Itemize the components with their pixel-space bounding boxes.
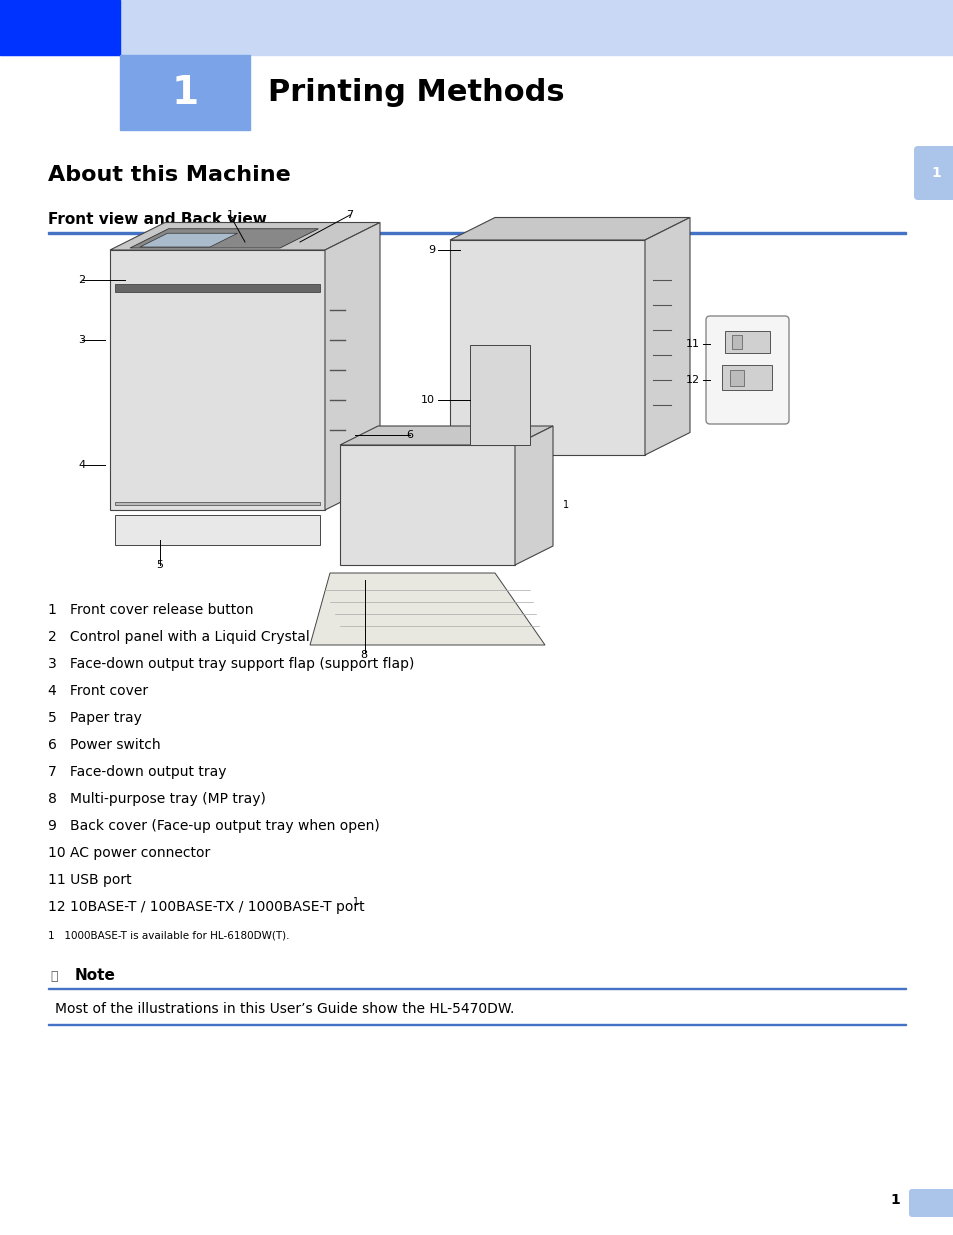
Polygon shape — [339, 426, 553, 445]
Text: Most of the illustrations in this User’s Guide show the HL-5470DW.: Most of the illustrations in this User’s… — [55, 1002, 514, 1016]
Bar — [48, 1024, 905, 1025]
Text: 9   Back cover (Face-up output tray when open): 9 Back cover (Face-up output tray when o… — [48, 819, 379, 832]
Text: 4: 4 — [78, 459, 86, 471]
Bar — [721, 366, 771, 390]
Text: 9: 9 — [428, 245, 435, 254]
Polygon shape — [115, 515, 319, 545]
Bar — [120, 56, 250, 130]
Bar — [48, 988, 905, 989]
Bar — [115, 501, 319, 505]
Polygon shape — [339, 445, 515, 564]
Polygon shape — [140, 233, 237, 247]
Text: 6   Power switch: 6 Power switch — [48, 739, 160, 752]
Bar — [731, 335, 741, 350]
Text: 1   Front cover release button: 1 Front cover release button — [48, 603, 253, 618]
Bar — [0, 0, 120, 56]
Text: 7   Face-down output tray: 7 Face-down output tray — [48, 764, 226, 779]
Text: 3: 3 — [78, 335, 86, 345]
Text: 4   Front cover: 4 Front cover — [48, 684, 148, 698]
Polygon shape — [515, 426, 553, 564]
FancyBboxPatch shape — [908, 1189, 953, 1216]
FancyBboxPatch shape — [913, 146, 953, 200]
Text: 10 AC power connector: 10 AC power connector — [48, 846, 210, 860]
Polygon shape — [450, 240, 644, 454]
Text: 10: 10 — [420, 395, 435, 405]
Text: 11 USB port: 11 USB port — [48, 873, 132, 887]
Bar — [0, 0, 953, 56]
Polygon shape — [110, 222, 379, 249]
Bar — [724, 331, 769, 353]
Text: 7: 7 — [346, 210, 354, 220]
Text: 1   1000BASE-T is available for HL-6180DW(T).: 1 1000BASE-T is available for HL-6180DW(… — [48, 930, 289, 940]
Text: 5   Paper tray: 5 Paper tray — [48, 711, 142, 725]
Text: 3   Face-down output tray support flap (support flap): 3 Face-down output tray support flap (su… — [48, 657, 414, 671]
Text: 1: 1 — [562, 500, 569, 510]
Text: 1: 1 — [930, 165, 940, 180]
Text: 8: 8 — [359, 650, 367, 659]
Text: Front view and Back view: Front view and Back view — [48, 212, 267, 227]
Text: 2: 2 — [78, 275, 86, 285]
FancyBboxPatch shape — [705, 316, 788, 424]
Text: 6: 6 — [406, 430, 413, 440]
Bar — [729, 370, 743, 387]
Text: 2   Control panel with a Liquid Crystal Display (LCD): 2 Control panel with a Liquid Crystal Di… — [48, 630, 409, 643]
Text: About this Machine: About this Machine — [48, 165, 291, 185]
Text: 11: 11 — [685, 338, 700, 350]
Text: Note: Note — [75, 968, 115, 983]
Text: 5: 5 — [156, 559, 163, 571]
Text: 8   Multi-purpose tray (MP tray): 8 Multi-purpose tray (MP tray) — [48, 792, 266, 806]
Text: 12: 12 — [685, 375, 700, 385]
Polygon shape — [450, 217, 689, 240]
Text: 1: 1 — [226, 210, 233, 220]
Bar — [470, 345, 530, 445]
Text: 12 10BASE-T / 100BASE-TX / 1000BASE-T port: 12 10BASE-T / 100BASE-TX / 1000BASE-T po… — [48, 900, 369, 914]
Polygon shape — [130, 228, 318, 248]
Text: 1: 1 — [889, 1193, 899, 1207]
Polygon shape — [325, 222, 379, 510]
Polygon shape — [110, 249, 325, 510]
Text: 1: 1 — [172, 74, 198, 111]
Bar — [115, 284, 319, 291]
Polygon shape — [644, 217, 689, 454]
Bar — [48, 232, 905, 233]
Text: 1: 1 — [353, 897, 358, 906]
Text: 📝: 📝 — [50, 969, 57, 983]
Polygon shape — [310, 573, 544, 645]
Text: Printing Methods: Printing Methods — [268, 78, 564, 107]
